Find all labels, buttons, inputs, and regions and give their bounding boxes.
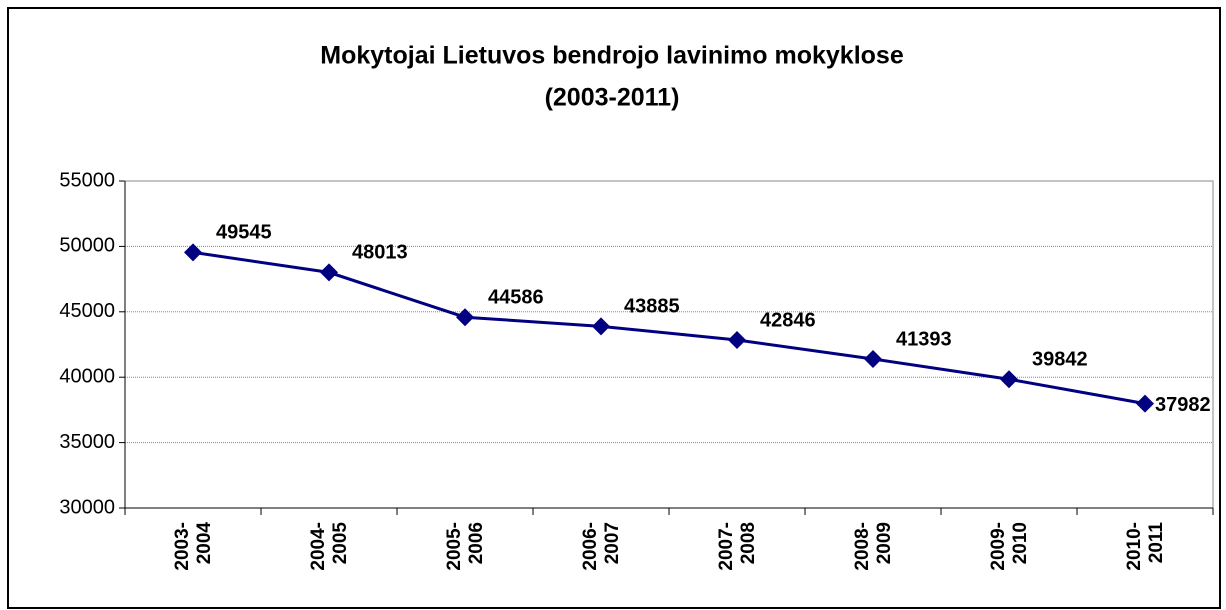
chart-title: Mokytojai Lietuvos bendrojo lavinimo mok…	[320, 42, 904, 70]
x-tick-label: 2004-2005	[308, 522, 351, 571]
point-marker	[1136, 394, 1154, 413]
data-label: 44586	[488, 286, 544, 308]
chart-title: (2003-2011)	[545, 84, 680, 112]
x-tick-label: 2003-2004	[172, 522, 215, 571]
data-label: 42846	[760, 309, 816, 331]
point-marker	[728, 330, 746, 349]
data-label: 49545	[216, 222, 272, 244]
y-tick-label: 40000	[59, 365, 115, 387]
y-tick-label: 50000	[59, 235, 115, 257]
x-tick-label: 2007-2008	[716, 522, 759, 571]
point-marker	[320, 263, 338, 282]
x-tick-label: 2010-2011	[1124, 522, 1167, 571]
data-label: 41393	[896, 328, 952, 350]
point-marker	[184, 243, 202, 262]
x-tick-label: 2005-2006	[444, 522, 487, 571]
data-label: 37982	[1155, 394, 1211, 416]
y-tick-label: 45000	[59, 300, 115, 322]
data-label: 39842	[1032, 349, 1088, 371]
point-marker	[456, 308, 474, 327]
point-marker	[1000, 370, 1018, 389]
x-tick-label: 2006-2007	[580, 522, 623, 571]
point-marker	[592, 317, 610, 336]
x-tick-label: 2008-2009	[852, 522, 895, 571]
y-tick-label: 30000	[59, 496, 115, 518]
data-label: 48013	[352, 242, 408, 264]
series-line	[192, 250, 1146, 406]
point-marker	[864, 349, 882, 368]
y-tick-label: 35000	[59, 431, 115, 453]
y-tick-label: 55000	[59, 169, 115, 191]
data-label: 43885	[624, 296, 680, 318]
x-tick-label: 2009-2010	[988, 522, 1031, 571]
